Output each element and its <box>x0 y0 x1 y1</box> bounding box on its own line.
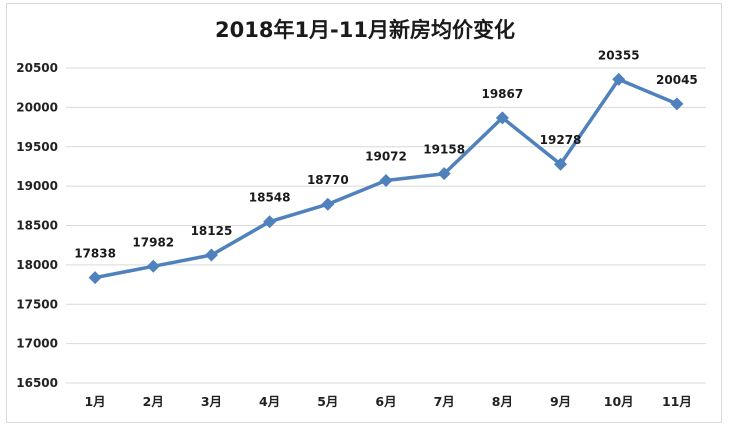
data-marker <box>437 167 451 181</box>
data-label: 18125 <box>191 224 233 238</box>
data-marker <box>321 197 335 211</box>
data-marker <box>379 173 393 187</box>
data-markers <box>88 72 684 285</box>
y-tick-label: 16500 <box>16 376 58 390</box>
chart-frame <box>6 3 722 423</box>
y-tick-label: 18000 <box>16 258 58 272</box>
data-label: 17838 <box>74 247 116 261</box>
x-tick-label: 9月 <box>550 394 571 409</box>
data-marker <box>146 259 160 273</box>
x-tick-label: 3月 <box>201 394 222 409</box>
x-tick-label: 7月 <box>434 394 455 409</box>
y-tick-label: 19000 <box>16 179 58 193</box>
data-labels: 17838 17982 18125 18548 18770 19072 19158 19867… <box>74 48 698 260</box>
x-tick-label: 8月 <box>492 394 513 409</box>
data-label: 19158 <box>423 143 465 157</box>
data-marker <box>88 271 102 285</box>
data-marker <box>495 111 509 125</box>
x-tick-label: 6月 <box>375 394 396 409</box>
y-tick-label: 17500 <box>16 297 58 311</box>
data-label: 19867 <box>481 87 523 101</box>
data-marker <box>670 97 684 111</box>
y-tick-label: 20000 <box>16 100 58 114</box>
data-label: 17982 <box>132 235 174 249</box>
x-axis-ticks: 1月 2月 3月 4月 5月 6月 7月 8月 9月 10月 11月 <box>84 394 691 409</box>
data-marker <box>554 157 568 171</box>
data-label: 18770 <box>307 173 349 187</box>
x-tick-label: 11月 <box>662 394 692 409</box>
y-tick-label: 18500 <box>16 219 58 233</box>
x-tick-label: 1月 <box>84 394 105 409</box>
data-label: 19278 <box>540 133 582 147</box>
data-label: 18548 <box>249 191 291 205</box>
x-tick-label: 10月 <box>604 394 634 409</box>
y-tick-label: 20500 <box>16 61 58 75</box>
x-tick-label: 4月 <box>259 394 280 409</box>
data-label: 20355 <box>598 48 640 62</box>
gridlines <box>66 67 706 384</box>
y-tick-label: 17000 <box>16 337 58 351</box>
x-tick-label: 2月 <box>143 394 164 409</box>
data-marker <box>204 248 218 262</box>
chart-title: 2018年1月-11月新房均价变化 <box>215 18 515 42</box>
y-axis-ticks: 16500 17000 17500 18000 18500 19000 19500 20000… <box>16 61 58 390</box>
y-tick-label: 19500 <box>16 140 58 154</box>
data-marker <box>263 215 277 229</box>
data-marker <box>612 72 626 86</box>
data-label: 19072 <box>365 149 407 163</box>
data-label: 20045 <box>656 73 698 87</box>
x-tick-label: 5月 <box>317 394 338 409</box>
